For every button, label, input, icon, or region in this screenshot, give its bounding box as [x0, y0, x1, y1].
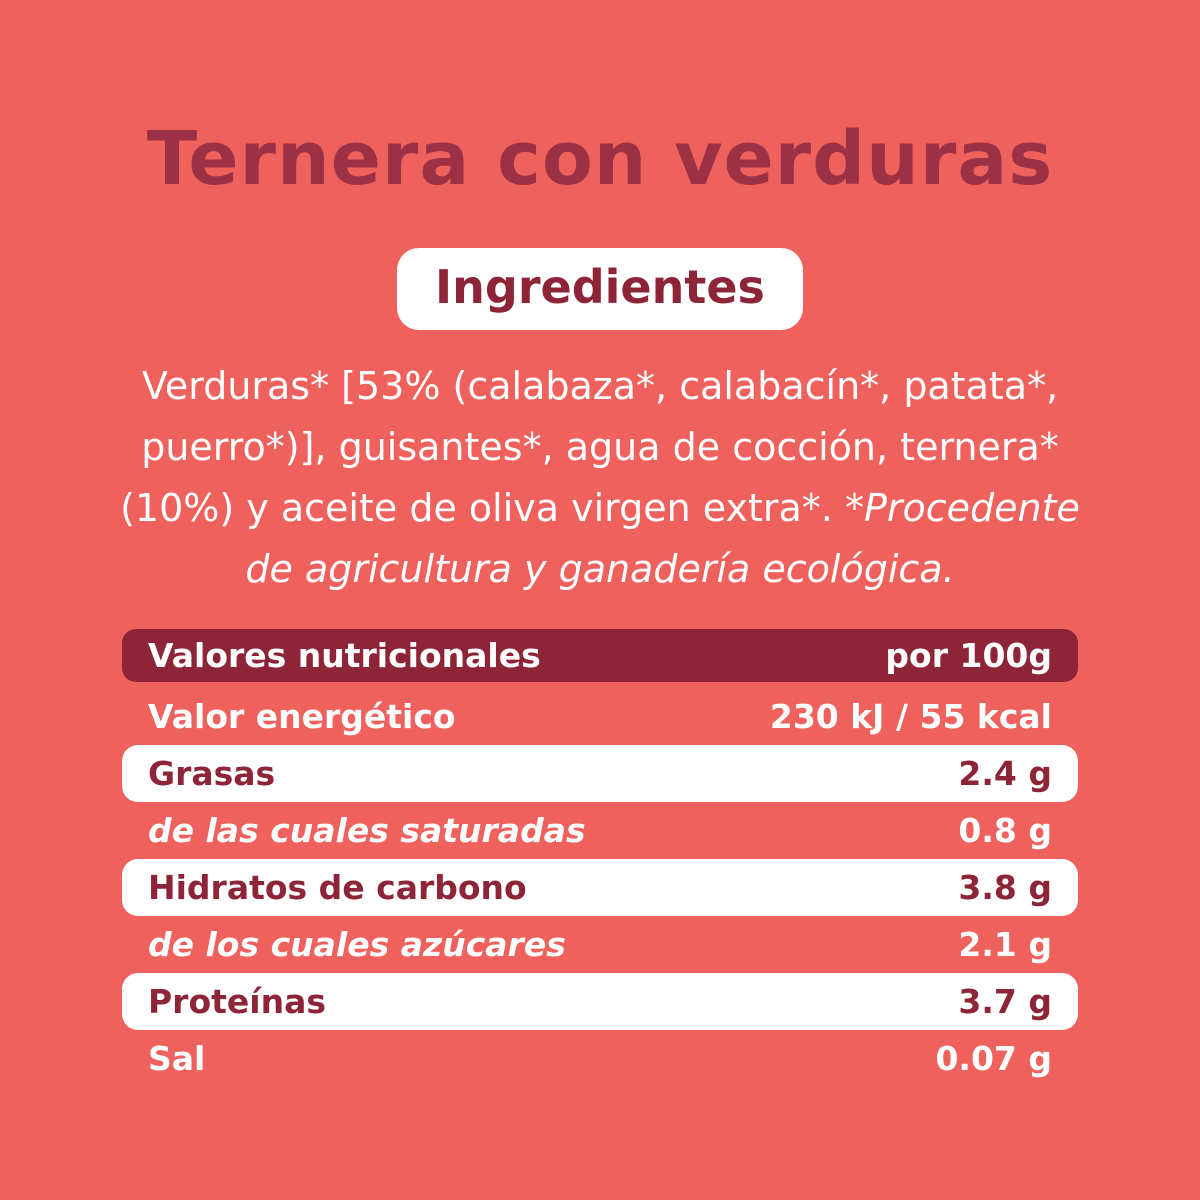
nutrition-row-protein: Proteínas 3.7 g [122, 973, 1078, 1030]
ingredients-badge-wrap: Ingredientes [0, 248, 1200, 330]
row-value: 3.8 g [958, 868, 1052, 907]
row-value: 0.8 g [958, 811, 1052, 850]
row-label: Valor energético [148, 697, 456, 736]
row-label: Proteínas [148, 982, 327, 1021]
row-value: 3.7 g [958, 982, 1052, 1021]
ingredients-paragraph: Verduras* [53% (calabaza*, calabacín*, p… [105, 356, 1095, 600]
ingredients-badge-label: Ingredientes [435, 260, 765, 314]
nutrition-header-per: por 100g [885, 636, 1052, 675]
row-value: 2.4 g [958, 754, 1052, 793]
ingredients-organic-note: *Procedente de agricultura y ganadería e… [245, 486, 1080, 591]
row-value: 0.07 g [935, 1039, 1052, 1078]
row-label: Grasas [148, 754, 276, 793]
row-value: 2.1 g [958, 925, 1052, 964]
product-title: Ternera con verduras [146, 116, 1054, 202]
nutrition-table-header: Valores nutricionales por 100g [122, 629, 1078, 682]
row-label: Sal [148, 1039, 206, 1078]
row-label: de los cuales azúcares [148, 925, 566, 964]
nutrition-row-energy: Valor energético 230 kJ / 55 kcal [122, 688, 1078, 745]
ingredients-badge: Ingredientes [397, 248, 803, 330]
nutrition-row-sugars: de los cuales azúcares 2.1 g [122, 916, 1078, 973]
nutrition-row-fat: Grasas 2.4 g [122, 745, 1078, 802]
nutrition-row-carbohydrates: Hidratos de carbono 3.8 g [122, 859, 1078, 916]
ingredients-text: Verduras* [53% (calabaza*, calabacín*, p… [120, 364, 1059, 530]
nutrition-row-salt: Sal 0.07 g [122, 1030, 1078, 1087]
row-value: 230 kJ / 55 kcal [769, 697, 1052, 736]
row-label: Hidratos de carbono [148, 868, 527, 907]
nutrition-row-saturated-fat: de las cuales saturadas 0.8 g [122, 802, 1078, 859]
nutrition-table: Valores nutricionales por 100g Valor ene… [122, 629, 1078, 1087]
row-label: de las cuales saturadas [148, 811, 586, 850]
nutrition-header-label: Valores nutricionales [148, 636, 541, 675]
